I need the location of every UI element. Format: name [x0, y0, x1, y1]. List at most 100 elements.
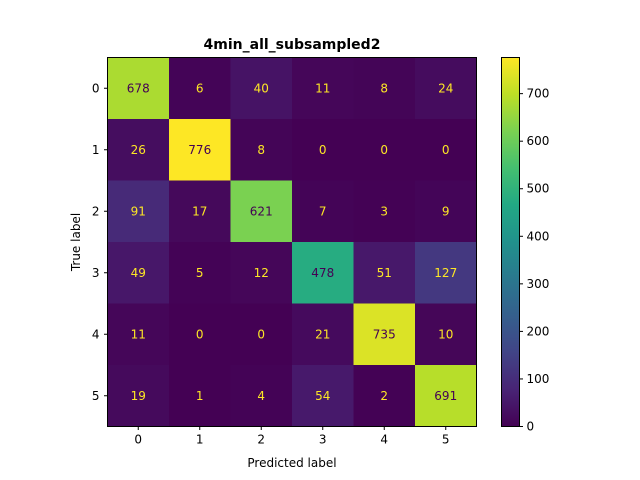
y-tick-label: 0 [92, 81, 100, 95]
y-tick-label: 1 [92, 143, 100, 157]
cell-value-label: 40 [254, 81, 269, 95]
heatmap-cell-r2-c5 [415, 180, 477, 243]
cell-value-label: 5 [196, 266, 204, 280]
cell-value-label: 11 [131, 327, 146, 341]
heatmap-cell-r3-c4 [353, 242, 416, 304]
heatmap-cell-r1-c5 [415, 119, 477, 181]
cell-value-label: 17 [192, 204, 207, 218]
heatmap-cell-r5-c2 [230, 365, 293, 427]
colorbar [501, 57, 520, 427]
heatmap-cell-r1-c3 [292, 119, 354, 181]
x-axis-ticks: 0 1 2 3 4 5 [134, 426, 450, 447]
colorbar-tick-label: 100 [527, 372, 550, 386]
heatmap-cell-r4-c0 [107, 303, 170, 366]
heatmap-cell-r1-c0 [107, 119, 170, 181]
colorbar-tick-label: 600 [527, 134, 550, 148]
heatmap-cell-r2-c1 [169, 180, 231, 243]
y-tick-label: 2 [92, 204, 100, 218]
heatmap-cell-r5-c1 [169, 365, 231, 427]
y-axis-ticks: 0 1 2 3 4 5 [92, 81, 108, 403]
cell-value-label: 9 [442, 204, 450, 218]
colorbar-ticks: 0 100 200 300 400 500 600 700 [519, 87, 550, 434]
heatmap-cell-r4-c2 [230, 303, 293, 366]
cell-value-label: 127 [434, 266, 457, 280]
cell-value-label: 21 [315, 327, 330, 341]
cell-value-label: 12 [254, 266, 269, 280]
colorbar-tick-label: 300 [527, 277, 550, 291]
x-tick-label: 1 [196, 433, 204, 447]
y-tick-label: 3 [92, 266, 100, 280]
heatmap-cell-r5-c0 [107, 365, 170, 427]
heatmap-cell-r4-c1 [169, 303, 231, 366]
heatmap-cell-r3-c3 [292, 242, 354, 304]
cell-value-label: 8 [380, 81, 388, 95]
x-tick-label: 2 [257, 433, 265, 447]
x-tick-label: 3 [319, 433, 327, 447]
heatmap-cell-r0-c4 [353, 57, 416, 120]
heatmap-cell-r3-c5 [415, 242, 477, 304]
colorbar-tick-label: 500 [527, 182, 550, 196]
colorbar-tick-label: 200 [527, 324, 550, 338]
colorbar-tick-label: 700 [527, 87, 550, 101]
cell-value-label: 6 [196, 81, 204, 95]
heatmap-cell-r0-c0 [107, 57, 170, 120]
heatmap-cell-r0-c1 [169, 57, 231, 120]
y-tick-label: 5 [92, 389, 100, 403]
cell-value-label: 91 [131, 204, 146, 218]
cell-value-label: 4 [257, 389, 265, 403]
heatmap-cell-r3-c0 [107, 242, 170, 304]
cell-value-label: 3 [380, 204, 388, 218]
cell-value-label: 1 [196, 389, 204, 403]
heatmap-cell-r1-c4 [353, 119, 416, 181]
heatmap-cell-r2-c0 [107, 180, 170, 243]
plot-frame [107, 57, 477, 427]
cell-value-label: 691 [434, 389, 457, 403]
heatmap-cell-r5-c5 [415, 365, 477, 427]
heatmap-cell-r3-c2 [230, 242, 293, 304]
heatmap-cell-r3-c1 [169, 242, 231, 304]
heatmap-cell-r5-c4 [353, 365, 416, 427]
cell-value-label: 621 [250, 204, 273, 218]
heatmap-cell-r2-c4 [353, 180, 416, 243]
x-axis-label: Predicted label [247, 456, 336, 470]
y-tick-label: 4 [92, 327, 100, 341]
x-tick-label: 0 [134, 433, 142, 447]
cell-value-label: 8 [257, 143, 265, 157]
cell-value-label: 11 [315, 81, 330, 95]
cell-value-label: 49 [131, 266, 146, 280]
cell-value-label: 54 [315, 389, 330, 403]
heatmap-cell-r1-c1 [169, 119, 231, 181]
cell-value-label: 0 [442, 143, 450, 157]
heatmap-cell-r4-c5 [415, 303, 477, 366]
colorbar-tick-label: 400 [527, 229, 550, 243]
heatmap-cell-r0-c3 [292, 57, 354, 120]
colorbar-tick-label: 0 [527, 420, 535, 434]
cell-value-label: 0 [257, 327, 265, 341]
cell-value-label: 776 [188, 143, 211, 157]
cell-value-label: 2 [380, 389, 388, 403]
chart-title: 4min_all_subsampled2 [204, 37, 381, 53]
cell-value-label: 19 [131, 389, 146, 403]
cell-value-label: 26 [131, 143, 146, 157]
cell-value-label: 24 [438, 81, 453, 95]
heatmap-cell-r0-c5 [415, 57, 477, 120]
heatmap-cell-r5-c3 [292, 365, 354, 427]
cell-value-label: 0 [380, 143, 388, 157]
heatmap-cell-r0-c2 [230, 57, 293, 120]
cell-value-label: 735 [373, 327, 396, 341]
cell-value-label: 7 [319, 204, 327, 218]
cell-value-label: 10 [438, 327, 453, 341]
heatmap-cell-r2-c2 [230, 180, 293, 243]
cell-value-label: 0 [196, 327, 204, 341]
cell-value-label: 678 [127, 81, 150, 95]
cell-value-label: 478 [311, 266, 334, 280]
x-tick-label: 4 [380, 433, 388, 447]
heatmap-cell-r4-c4 [353, 303, 416, 366]
heatmap-cell-r4-c3 [292, 303, 354, 366]
heatmap-cell-r1-c2 [230, 119, 293, 181]
heatmap-cell-r2-c3 [292, 180, 354, 243]
cell-value-label: 0 [319, 143, 327, 157]
y-axis-label: True label [69, 213, 83, 272]
